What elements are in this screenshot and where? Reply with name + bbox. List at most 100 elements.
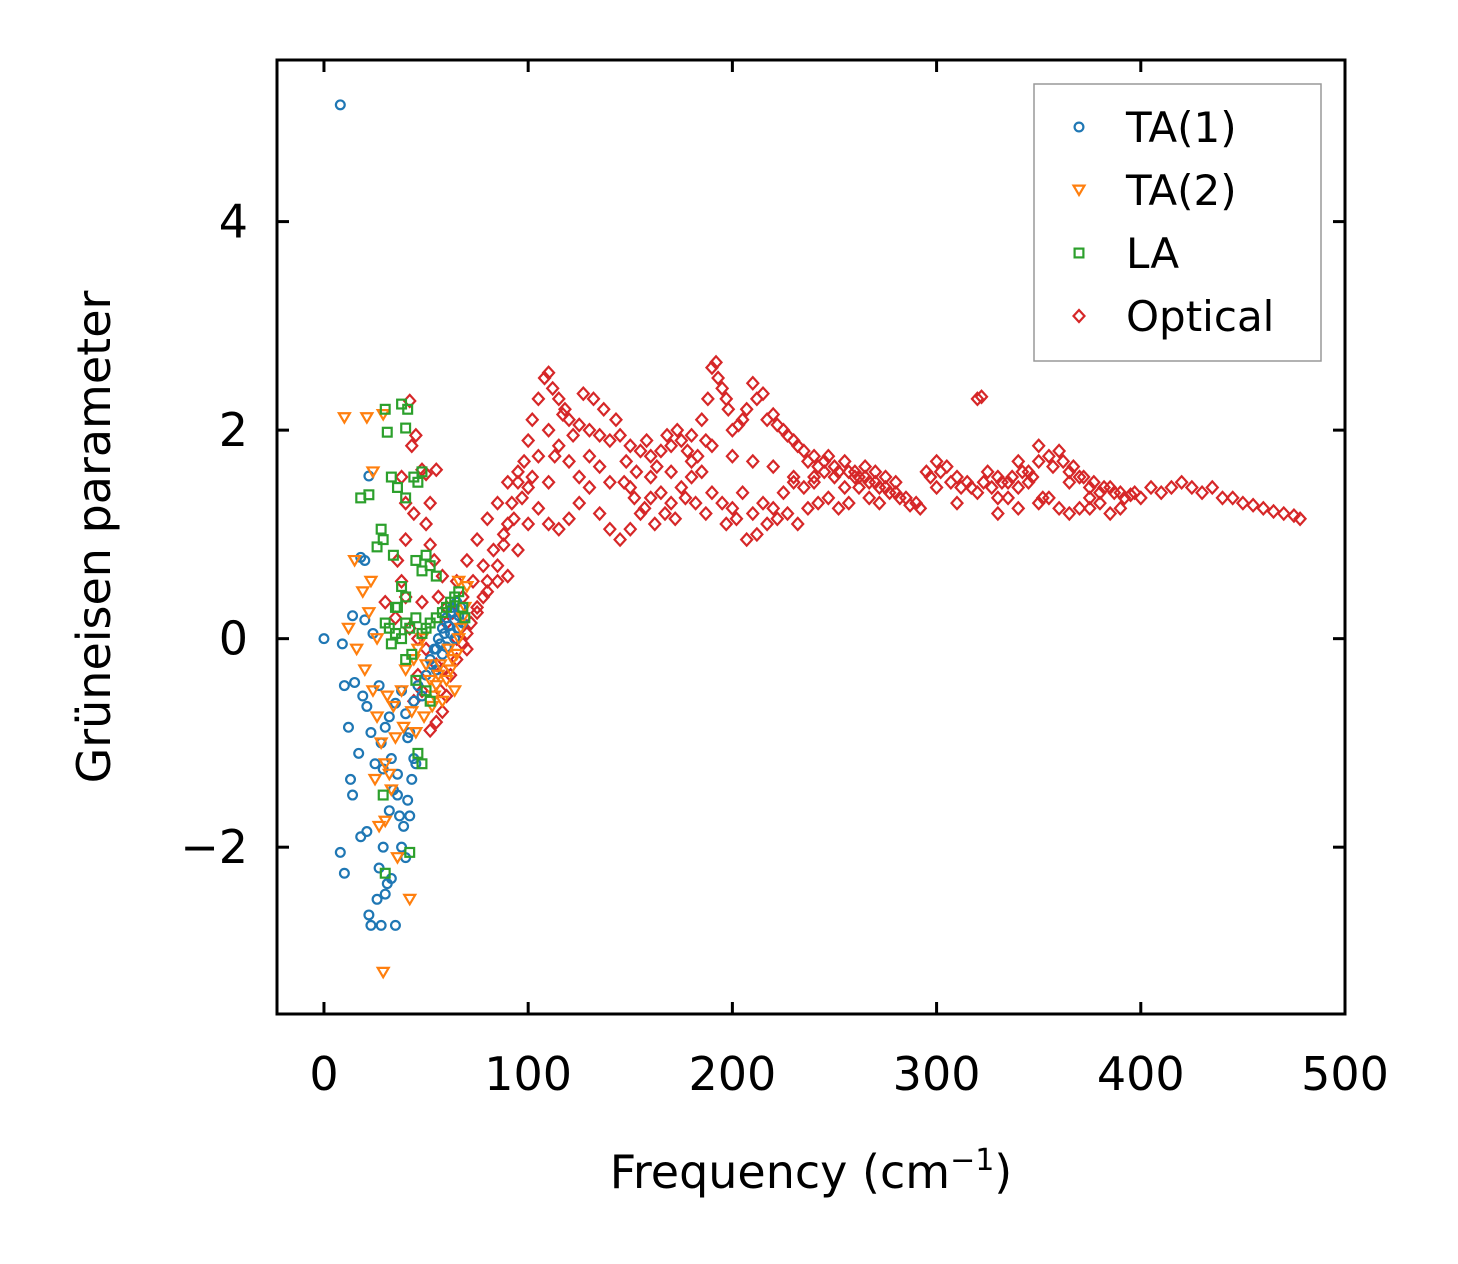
- data-point: [412, 476, 424, 488]
- data-point: [404, 622, 416, 634]
- data-point: [796, 479, 811, 496]
- data-point: [408, 726, 424, 740]
- data-point: [377, 841, 389, 853]
- data-point: [1205, 479, 1220, 496]
- data-point: [1066, 458, 1081, 475]
- data-point: [670, 422, 685, 438]
- data-point: [378, 594, 393, 610]
- data-point: [633, 505, 648, 522]
- data-point: [387, 549, 399, 561]
- data-point: [821, 448, 836, 464]
- data-point: [428, 680, 444, 693]
- data-point: [721, 401, 736, 417]
- data-point: [394, 469, 409, 485]
- data-point: [786, 469, 801, 485]
- data-point: [1086, 474, 1101, 490]
- legend-label: Optical: [1126, 292, 1274, 341]
- data-point: [447, 685, 463, 698]
- data-point: [1082, 500, 1097, 517]
- data-point: [1021, 474, 1036, 490]
- data-point: [510, 542, 525, 558]
- data-point: [653, 443, 668, 459]
- data-point: [745, 453, 760, 470]
- data-point: [431, 589, 446, 605]
- legend-marker: [1073, 121, 1085, 133]
- data-point: [400, 492, 412, 504]
- data-point: [381, 768, 397, 782]
- data-point: [388, 732, 403, 745]
- data-point: [674, 432, 689, 449]
- data-point: [345, 773, 357, 785]
- data-point: [756, 385, 770, 402]
- data-point: [342, 721, 354, 733]
- data-point: [868, 464, 883, 480]
- data-point: [790, 438, 805, 454]
- x-tick-label: 0: [309, 1047, 338, 1101]
- data-point: [872, 495, 887, 511]
- data-point: [633, 443, 648, 459]
- data-point: [381, 426, 393, 438]
- data-point: [841, 464, 856, 480]
- data-point: [582, 448, 597, 464]
- data-point: [391, 789, 403, 801]
- data-point: [379, 721, 391, 733]
- data-point: [592, 458, 607, 475]
- data-point: [496, 537, 511, 553]
- data-point: [1286, 507, 1301, 524]
- data-point: [365, 466, 381, 479]
- data-point: [318, 633, 330, 645]
- series-la: [355, 398, 471, 879]
- y-tick-label: −2: [180, 820, 248, 874]
- data-point: [837, 479, 852, 496]
- data-point: [555, 406, 570, 423]
- data-point: [1184, 479, 1199, 496]
- data-point: [506, 511, 521, 527]
- data-point: [719, 391, 734, 407]
- data-point: [790, 516, 805, 532]
- data-point: [420, 549, 432, 561]
- data-point: [541, 422, 556, 438]
- data-point: [525, 469, 540, 485]
- data-point: [396, 633, 408, 645]
- data-point: [858, 458, 873, 475]
- data-point: [586, 391, 601, 407]
- data-point: [406, 505, 421, 522]
- data-point: [990, 505, 1005, 522]
- data-point: [821, 490, 836, 506]
- data-point: [1072, 469, 1087, 485]
- data-point: [1076, 469, 1091, 485]
- data-point: [766, 500, 781, 517]
- data-point: [1154, 485, 1169, 501]
- data-point: [334, 99, 346, 111]
- data-point: [1144, 479, 1158, 496]
- data-point: [613, 427, 628, 444]
- data-point: [394, 810, 406, 822]
- data-point: [862, 474, 877, 490]
- data-point: [459, 641, 474, 657]
- data-point: [416, 466, 428, 478]
- data-point: [572, 495, 587, 511]
- data-point: [725, 422, 740, 438]
- data-point: [435, 703, 450, 720]
- data-point: [976, 474, 991, 490]
- data-point: [715, 495, 730, 511]
- data-point: [414, 594, 429, 610]
- data-point: [970, 391, 985, 407]
- y-axis-title: Grüneisen parameter: [67, 290, 121, 783]
- data-point: [760, 412, 775, 428]
- data-point: [408, 695, 420, 707]
- data-point: [363, 575, 379, 589]
- data-point: [678, 490, 693, 506]
- data-point: [888, 474, 903, 490]
- data-point: [398, 820, 410, 832]
- data-point: [398, 664, 414, 678]
- data-point: [572, 469, 587, 485]
- data-point: [490, 557, 505, 574]
- data-point: [837, 453, 852, 470]
- data-point: [480, 584, 495, 600]
- data-point: [531, 391, 546, 407]
- data-point: [531, 448, 546, 464]
- data-point: [436, 622, 448, 634]
- data-point: [377, 534, 389, 546]
- data-point: [359, 614, 371, 626]
